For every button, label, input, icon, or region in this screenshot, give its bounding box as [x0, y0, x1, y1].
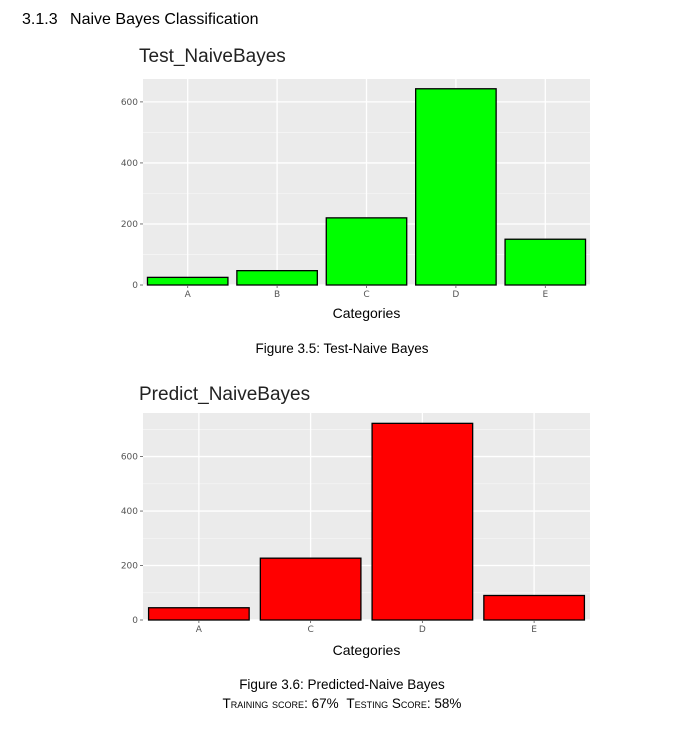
test-x-tick-label: A [185, 290, 192, 300]
section-title: Naive Bayes Classification [70, 11, 259, 28]
predict-x-axis-title: Categories [333, 642, 401, 658]
test-x-tick-label: B [274, 290, 280, 300]
test-y-tick-label: 400 [121, 159, 138, 169]
predict-bar-a [147, 607, 250, 621]
predict-x-tick-label: D [419, 625, 426, 635]
predict-x-tick-label: E [531, 625, 537, 635]
section-heading: 3.1.3 Naive Bayes Classification [22, 11, 259, 29]
predict-y-tick-label: 200 [121, 562, 138, 572]
test-x-tick-label: E [542, 290, 548, 300]
test-y-tick-label: 200 [121, 220, 138, 230]
predict-y-tick-label: 400 [121, 507, 138, 517]
testing-score-value: 58% [434, 696, 462, 711]
predict-bar-c [259, 557, 362, 621]
training-score-value: 67% [311, 696, 339, 711]
predict-bar-d [371, 422, 474, 621]
predict-y-tick-label: 600 [121, 453, 138, 463]
test-x-tick-label: D [452, 290, 459, 300]
testing-score-label: Testing Score [346, 696, 427, 711]
test-y-tick-label: 600 [121, 98, 138, 108]
section-number: 3.1.3 [22, 11, 58, 28]
scores-line: Training score: 67% Testing Score: 58% [222, 696, 462, 711]
test-x-tick-label: C [363, 290, 369, 300]
test-y-tick-label: 0 [132, 281, 138, 291]
predict-y-tick-label: 0 [132, 616, 138, 626]
test-x-axis-title: Categories [333, 305, 401, 321]
chart-title-test: Test_NaiveBayes [139, 46, 286, 67]
figure-caption-test: Figure 3.5: Test-Naive Bayes [255, 341, 429, 356]
test-bar-d [415, 88, 497, 286]
figure-caption-predict: Figure 3.6: Predicted-Naive Bayes [239, 677, 445, 692]
test-bar-e [504, 238, 587, 286]
predict-bar-e [483, 594, 586, 621]
chart-title-predict: Predict_NaiveBayes [139, 384, 311, 405]
predict-x-tick-label: A [196, 625, 203, 635]
predict-x-tick-label: C [307, 625, 313, 635]
test-bar-c [325, 217, 408, 286]
training-score-label: Training score [222, 696, 305, 711]
predict-panel [143, 413, 590, 620]
